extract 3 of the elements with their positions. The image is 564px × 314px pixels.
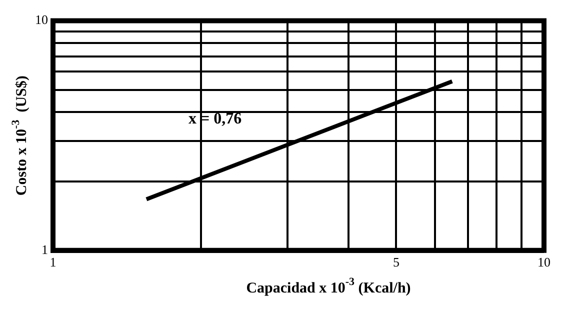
x-tick-label: 5 — [392, 254, 400, 270]
y-axis-title: Costo x 10-3 (US$) — [10, 76, 30, 196]
x-tick-label: 10 — [538, 254, 550, 270]
